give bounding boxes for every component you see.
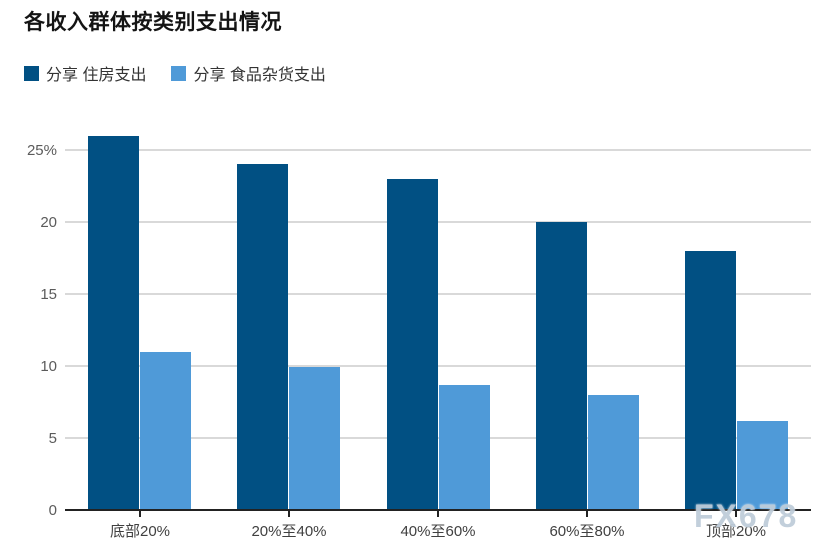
y-axis-tick-label-25: 25% <box>26 142 57 159</box>
x-axis-line <box>65 509 811 511</box>
bar-series0-group1 <box>237 164 288 510</box>
bar-series0-group3 <box>536 222 587 510</box>
legend-label-groceries: 分享 食品杂货支出 <box>193 67 326 84</box>
y-axis-tick-label-5: 5 <box>48 430 57 447</box>
bar-series1-group3 <box>588 395 639 510</box>
y-axis-tick-label-20: 20 <box>40 214 57 231</box>
legend-item-housing: 分享 住房支出 <box>24 61 146 85</box>
x-axis-category-label-4: 顶部20% <box>705 523 767 540</box>
watermark: FX678 <box>694 498 799 534</box>
x-axis-tick-4 <box>735 511 737 517</box>
bar-series0-group4 <box>685 251 736 510</box>
x-axis-category-label-1: 20%至40% <box>251 523 327 540</box>
y-axis-tick-label-0: 0 <box>48 502 57 519</box>
legend-swatch-groceries-icon <box>171 65 187 81</box>
x-axis-tick-0 <box>139 511 141 517</box>
x-axis-category-label-2: 40%至60% <box>400 523 476 540</box>
legend: 分享 住房支出 分享 食品杂货支出 <box>24 61 326 85</box>
x-axis-tick-2 <box>437 511 439 517</box>
legend-label-housing: 分享 住房支出 <box>46 67 147 84</box>
gridline-25 <box>65 149 811 151</box>
gridline-10 <box>65 365 811 367</box>
gridline-15 <box>65 293 811 295</box>
legend-item-groceries: 分享 食品杂货支出 <box>171 61 326 85</box>
bar-series1-group1 <box>289 367 340 510</box>
legend-swatch-housing-icon <box>24 65 39 81</box>
bar-series0-group2 <box>387 179 438 510</box>
y-axis-tick-label-15: 15 <box>40 286 57 303</box>
y-axis-tick-label-10: 10 <box>40 358 57 375</box>
bar-series1-group2 <box>439 385 490 510</box>
bar-series1-group0 <box>140 352 191 510</box>
bar-series1-group4 <box>737 421 788 510</box>
x-axis-tick-3 <box>586 511 588 517</box>
gridline-20 <box>65 221 811 223</box>
gridline-5 <box>65 437 811 439</box>
x-axis-category-label-0: 底部20% <box>109 523 171 540</box>
x-axis-tick-1 <box>288 511 290 517</box>
bar-series0-group0 <box>88 136 139 510</box>
chart-title: 各收入群体按类别支出情况 <box>24 11 282 34</box>
x-axis-category-label-3: 60%至80% <box>549 523 625 540</box>
